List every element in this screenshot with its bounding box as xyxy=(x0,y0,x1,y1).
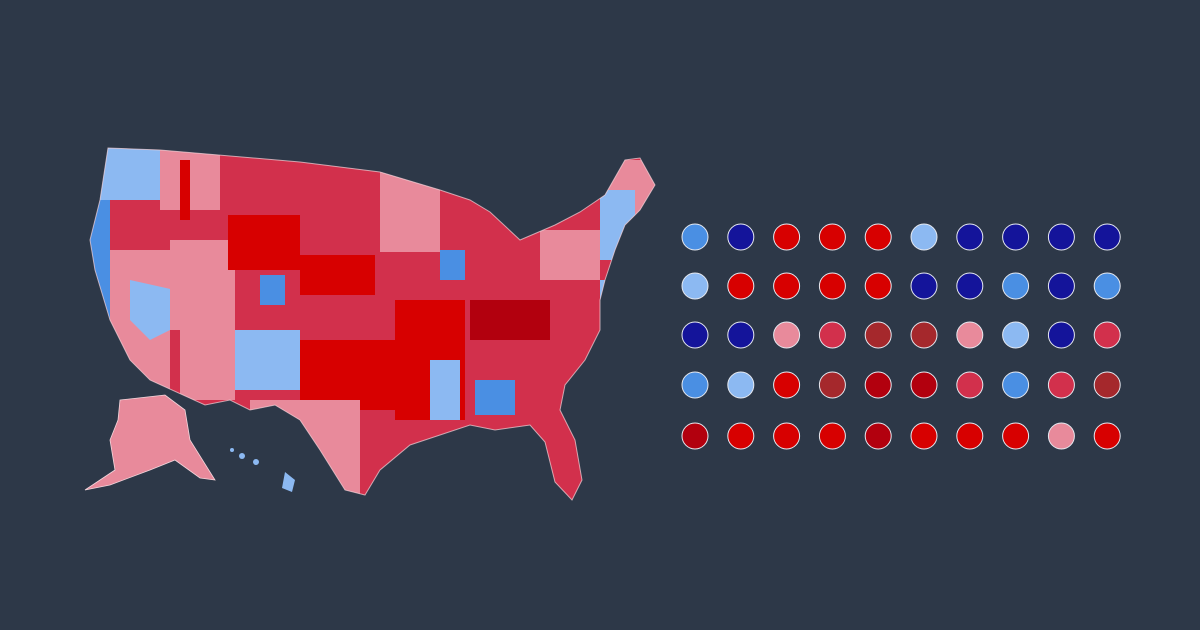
alaska xyxy=(84,394,216,491)
dot xyxy=(1093,321,1121,349)
dot xyxy=(1002,272,1030,300)
dot xyxy=(727,371,755,399)
dot xyxy=(1047,371,1075,399)
dot xyxy=(956,272,984,300)
dot xyxy=(681,371,709,399)
dot xyxy=(956,321,984,349)
us-outline xyxy=(89,147,656,501)
dot xyxy=(1002,223,1030,251)
dot xyxy=(956,422,984,450)
dot xyxy=(773,272,801,300)
dot xyxy=(910,321,938,349)
dot xyxy=(1047,272,1075,300)
dot xyxy=(818,422,846,450)
dot xyxy=(910,272,938,300)
dot xyxy=(727,272,755,300)
dot xyxy=(818,371,846,399)
dot xyxy=(818,272,846,300)
dot xyxy=(1047,422,1075,450)
dot xyxy=(773,321,801,349)
dot xyxy=(727,321,755,349)
dot xyxy=(864,422,892,450)
dot-grid xyxy=(681,223,1121,450)
dot xyxy=(727,422,755,450)
dot xyxy=(910,371,938,399)
dot xyxy=(818,223,846,251)
hawaii xyxy=(230,448,295,492)
dot xyxy=(773,371,801,399)
dot xyxy=(956,223,984,251)
dot xyxy=(864,371,892,399)
dot xyxy=(1093,371,1121,399)
dot xyxy=(910,422,938,450)
dot xyxy=(773,223,801,251)
dot xyxy=(864,272,892,300)
dot xyxy=(1093,272,1121,300)
dot xyxy=(956,371,984,399)
dot xyxy=(681,223,709,251)
dot xyxy=(818,321,846,349)
dot xyxy=(1093,422,1121,450)
dot xyxy=(1047,223,1075,251)
dot xyxy=(681,272,709,300)
dot xyxy=(1002,321,1030,349)
dot xyxy=(727,223,755,251)
dot xyxy=(681,422,709,450)
dot xyxy=(1093,223,1121,251)
dot xyxy=(864,223,892,251)
dot xyxy=(1002,422,1030,450)
dot xyxy=(773,422,801,450)
dot xyxy=(1002,371,1030,399)
dot xyxy=(864,321,892,349)
dot xyxy=(910,223,938,251)
dot xyxy=(1047,321,1075,349)
dot xyxy=(681,321,709,349)
